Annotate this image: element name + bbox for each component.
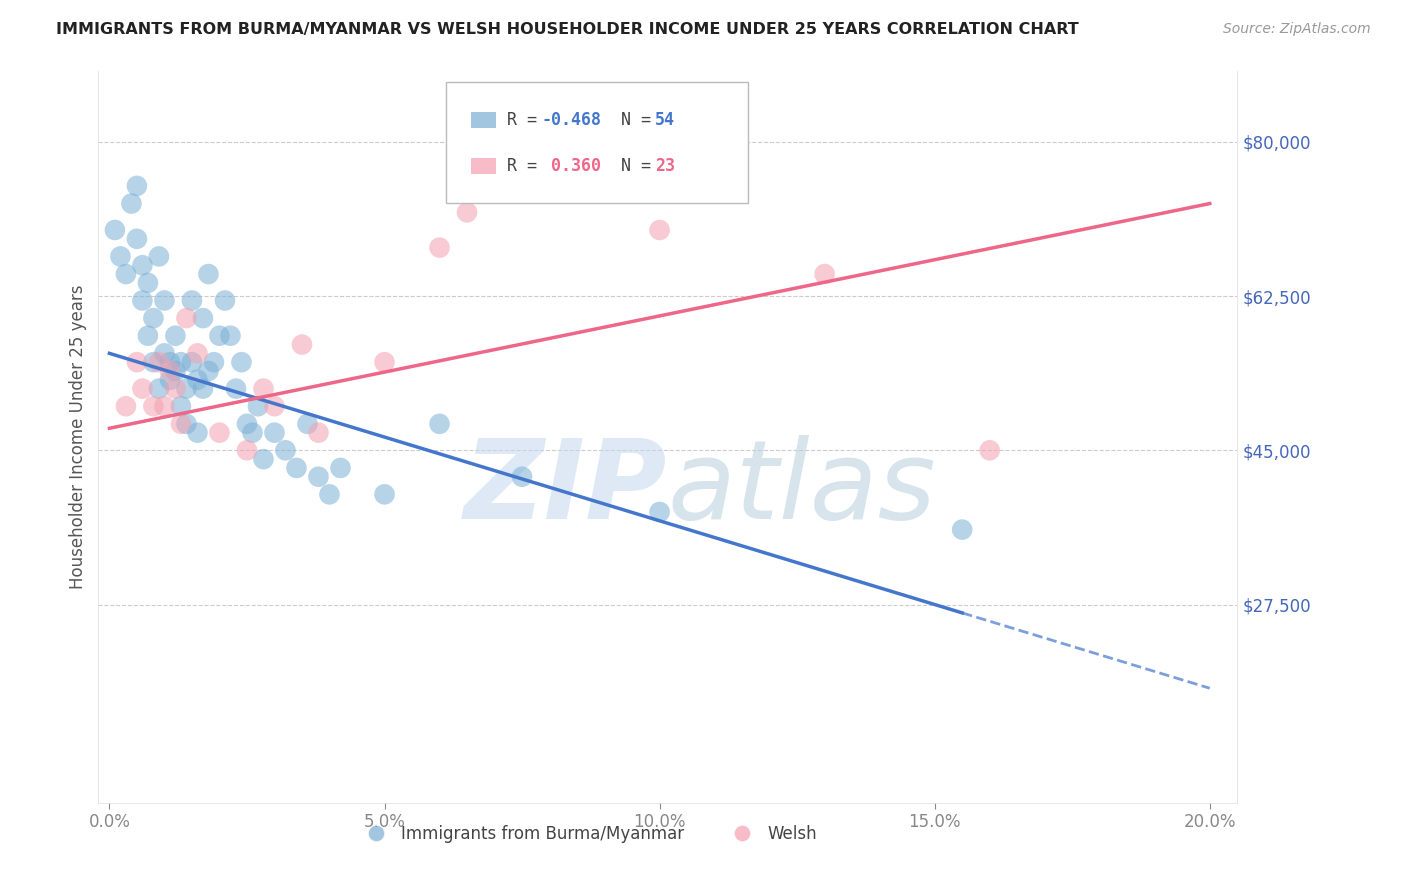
Point: [131, 293, 153, 308]
Point: [191, 311, 214, 326]
Point: [208, 425, 231, 440]
Point: [236, 443, 259, 458]
Point: [274, 443, 297, 458]
Point: [125, 232, 148, 246]
Point: [236, 417, 259, 431]
Point: [202, 355, 225, 369]
Point: [159, 373, 181, 387]
Point: [291, 337, 314, 351]
Point: [186, 346, 208, 360]
Point: [170, 417, 193, 431]
Point: [153, 399, 176, 413]
Point: [648, 223, 671, 237]
Y-axis label: Householder Income Under 25 years: Householder Income Under 25 years: [69, 285, 87, 590]
Point: [214, 293, 236, 308]
Point: [104, 223, 127, 237]
Point: [125, 178, 148, 193]
Text: IMMIGRANTS FROM BURMA/MYANMAR VS WELSH HOUSEHOLDER INCOME UNDER 25 YEARS CORRELA: IMMIGRANTS FROM BURMA/MYANMAR VS WELSH H…: [56, 22, 1078, 37]
Point: [115, 399, 138, 413]
Point: [165, 328, 187, 343]
Point: [136, 276, 159, 290]
Text: ZIP: ZIP: [464, 434, 668, 541]
FancyBboxPatch shape: [471, 112, 496, 128]
Point: [329, 461, 352, 475]
Point: [115, 267, 138, 281]
Point: [153, 346, 176, 360]
Point: [429, 417, 451, 431]
Point: [979, 443, 1001, 458]
Point: [165, 382, 187, 396]
Text: 23: 23: [655, 158, 675, 176]
FancyBboxPatch shape: [446, 82, 748, 203]
Point: [373, 487, 395, 501]
Point: [153, 293, 176, 308]
Point: [159, 355, 181, 369]
Point: [159, 364, 181, 378]
Point: [297, 417, 319, 431]
Point: [219, 328, 242, 343]
Point: [308, 469, 330, 483]
Point: [263, 399, 285, 413]
Point: [191, 382, 214, 396]
Point: [176, 417, 198, 431]
Point: [148, 382, 170, 396]
Point: [510, 469, 533, 483]
Text: N =: N =: [600, 112, 661, 129]
Point: [125, 355, 148, 369]
Point: [170, 399, 193, 413]
Point: [136, 328, 159, 343]
Point: [176, 311, 198, 326]
Point: [176, 382, 198, 396]
Point: [252, 452, 274, 467]
Text: atlas: atlas: [668, 434, 936, 541]
Text: N =: N =: [600, 158, 661, 176]
Point: [648, 505, 671, 519]
Text: 54: 54: [655, 112, 675, 129]
Point: [242, 425, 264, 440]
Point: [263, 425, 285, 440]
Point: [252, 382, 274, 396]
Point: [181, 355, 204, 369]
Point: [186, 425, 208, 440]
Point: [285, 461, 308, 475]
Point: [142, 355, 165, 369]
Point: [197, 267, 219, 281]
Point: [225, 382, 247, 396]
Point: [110, 249, 132, 263]
Point: [318, 487, 340, 501]
Text: R =: R =: [508, 112, 547, 129]
Point: [429, 241, 451, 255]
Point: [308, 425, 330, 440]
Text: -0.468: -0.468: [541, 112, 602, 129]
FancyBboxPatch shape: [471, 159, 496, 175]
Point: [950, 523, 973, 537]
Point: [148, 249, 170, 263]
Point: [814, 267, 837, 281]
Point: [120, 196, 142, 211]
Point: [181, 293, 204, 308]
Point: [165, 364, 187, 378]
Point: [186, 373, 208, 387]
Point: [373, 355, 395, 369]
Point: [131, 382, 153, 396]
Point: [197, 364, 219, 378]
Point: [456, 205, 478, 219]
Text: 0.360: 0.360: [541, 158, 602, 176]
Point: [142, 399, 165, 413]
Point: [231, 355, 253, 369]
Point: [142, 311, 165, 326]
Text: R =: R =: [508, 158, 547, 176]
Point: [131, 258, 153, 272]
Point: [148, 355, 170, 369]
Legend: Immigrants from Burma/Myanmar, Welsh: Immigrants from Burma/Myanmar, Welsh: [353, 818, 824, 849]
Text: Source: ZipAtlas.com: Source: ZipAtlas.com: [1223, 22, 1371, 37]
Point: [208, 328, 231, 343]
Point: [170, 355, 193, 369]
Point: [246, 399, 269, 413]
